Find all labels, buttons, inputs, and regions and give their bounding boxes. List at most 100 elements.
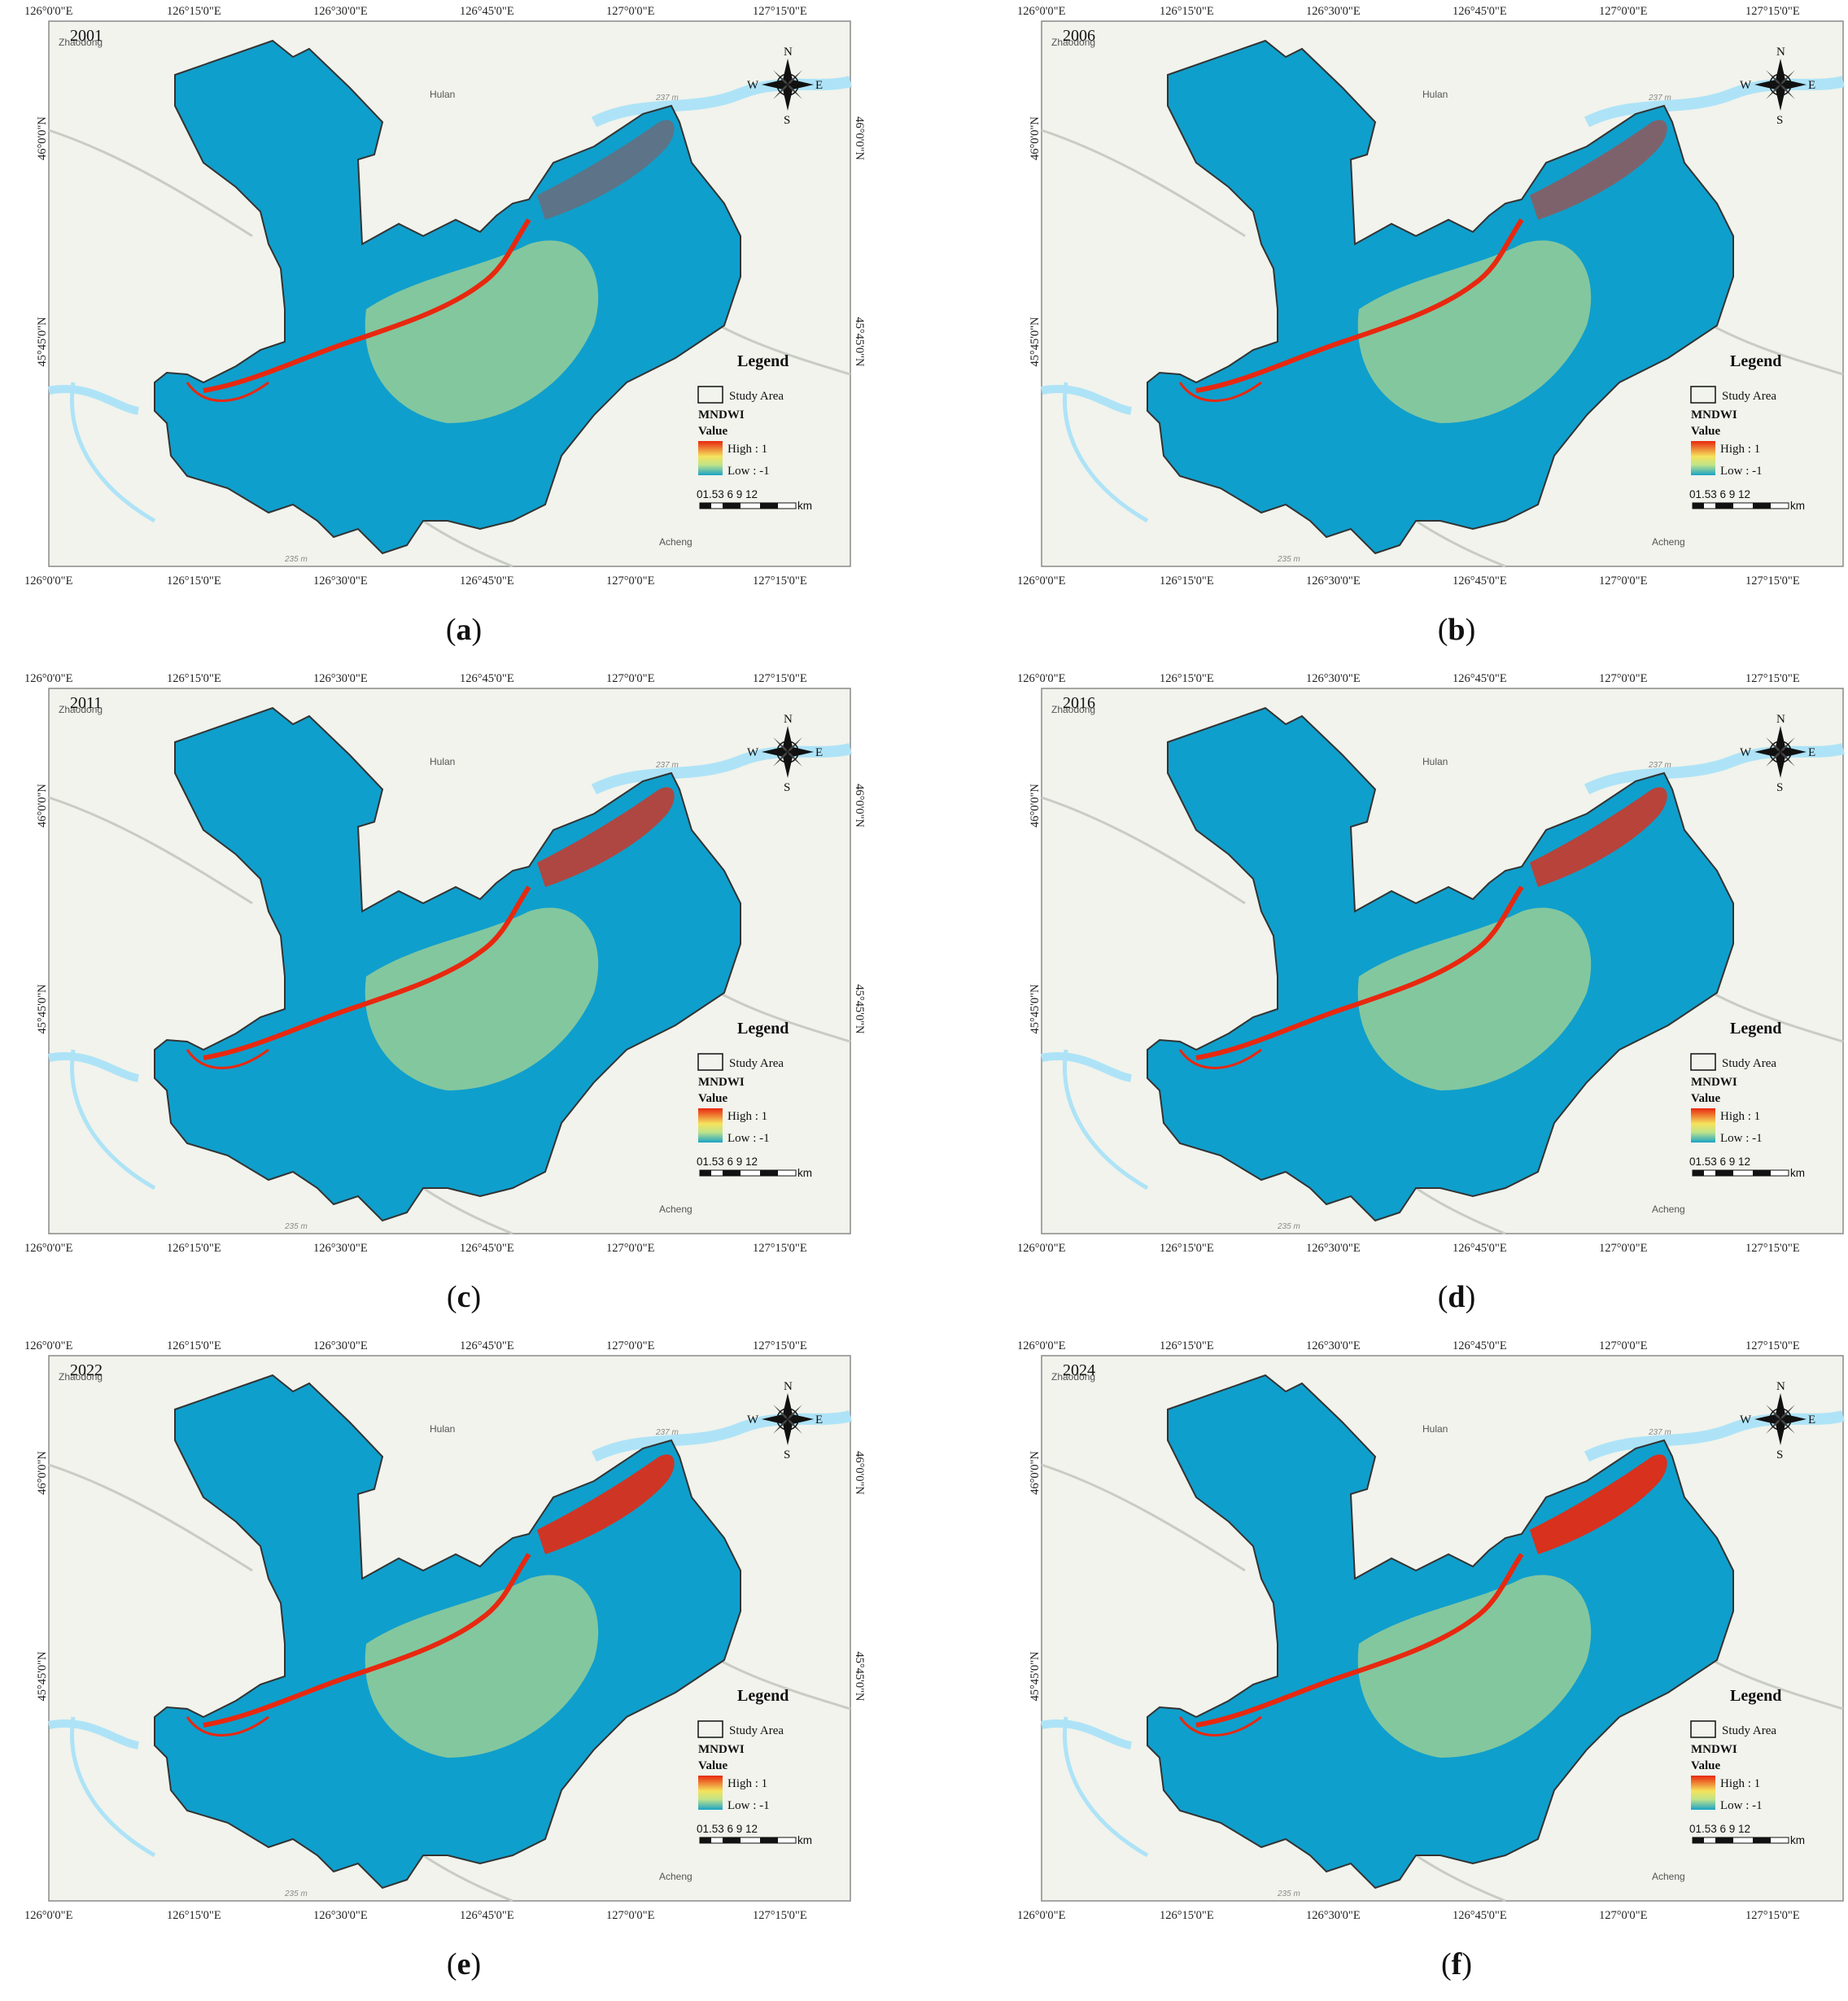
place-acheng: Acheng xyxy=(659,1204,692,1215)
elevation-label: 235 m xyxy=(284,555,308,564)
lat-tick: 45°45'0"N xyxy=(1846,1651,1848,1702)
legend-low: Low : -1 xyxy=(727,465,770,478)
lon-tick: 126°30'0"E xyxy=(1306,5,1361,18)
panel-caption: (b) xyxy=(1437,613,1476,647)
mndwi-color-ramp xyxy=(1691,441,1715,475)
compass-w: W xyxy=(1740,1413,1752,1426)
lon-tick: 126°45'0"E xyxy=(460,5,514,18)
songhua-river xyxy=(203,218,531,393)
legend-study-area: Study Area xyxy=(729,1724,784,1737)
place-zhaodong: Zhaodong xyxy=(59,37,103,48)
compass-e: E xyxy=(815,79,823,92)
lon-tick: 127°15'0"E xyxy=(753,1909,807,1922)
legend: Legend Study Area MNDWI Value High : 1 L… xyxy=(697,1020,789,1145)
lon-tick: 126°15'0"E xyxy=(1160,672,1214,685)
compass-s: S xyxy=(1776,114,1783,127)
legend-layer: MNDWI xyxy=(1691,1076,1737,1089)
lat-tick: 46°0'0"N xyxy=(853,116,866,160)
legend-value: Value xyxy=(698,1759,727,1772)
lat-tick: 46°0'0"N xyxy=(1029,116,1042,160)
lon-tick: 126°45'0"E xyxy=(1453,1242,1507,1255)
place-acheng: Acheng xyxy=(1652,536,1685,548)
compass-w: W xyxy=(1740,746,1752,759)
songhua-river xyxy=(203,1553,531,1728)
lon-tick: 127°15'0"E xyxy=(1745,575,1800,588)
study-area xyxy=(154,1374,741,1890)
lat-tick: 46°0'0"N xyxy=(853,1451,866,1495)
compass-n: N xyxy=(1776,1380,1785,1393)
legend-value: Value xyxy=(698,1092,727,1105)
songhua-river xyxy=(1195,885,1524,1060)
legend-study-area: Study Area xyxy=(1722,390,1776,403)
legend-title: Legend xyxy=(1730,1687,1781,1705)
lon-tick: 127°0'0"E xyxy=(1599,1242,1648,1255)
legend-value: Value xyxy=(1691,1759,1720,1772)
legend-value: Value xyxy=(698,425,727,438)
river-branch xyxy=(1178,1048,1262,1069)
lon-tick: 127°15'0"E xyxy=(753,5,807,18)
scale-bar: 01.53 6 9 12 km xyxy=(1689,488,1805,512)
lon-tick: 126°15'0"E xyxy=(167,1909,221,1922)
elevation-label: 235 m xyxy=(284,1890,308,1898)
songhua-river xyxy=(1195,218,1524,393)
lon-ticks-bottom: 126°0'0"E 126°15'0"E 126°30'0"E 126°45'0… xyxy=(24,575,807,588)
elevation-label: 235 m xyxy=(284,1222,308,1231)
panel-year: 2016 xyxy=(1063,694,1095,712)
basemap-river xyxy=(1584,743,1845,795)
lat-tick: 45°45'0"N xyxy=(1029,317,1042,367)
compass-n: N xyxy=(1776,713,1785,726)
lat-tick: 45°45'0"N xyxy=(1846,317,1848,367)
elevation-label: 235 m xyxy=(1277,555,1300,564)
lon-tick: 126°30'0"E xyxy=(313,1242,368,1255)
compass-rose-icon: N S E W xyxy=(747,713,823,794)
lon-tick: 127°15'0"E xyxy=(753,1242,807,1255)
lat-tick: 45°45'0"N xyxy=(36,317,49,367)
compass-n: N xyxy=(784,1380,793,1393)
mndwi-color-ramp xyxy=(698,1108,723,1142)
place-hulan: Hulan xyxy=(430,756,455,767)
compass-s: S xyxy=(1776,1448,1783,1461)
lat-tick: 46°0'0"N xyxy=(1846,784,1848,828)
basemap-river xyxy=(591,76,852,128)
wetland-zone xyxy=(1530,1454,1667,1554)
lon-tick: 126°45'0"E xyxy=(460,1242,514,1255)
mndwi-map: 126°0'0"E 126°15'0"E 126°30'0"E 126°45'0… xyxy=(24,672,866,1255)
study-area xyxy=(1147,39,1734,555)
panel-year: 2001 xyxy=(70,27,103,45)
lat-tick: 45°45'0"N xyxy=(853,1651,866,1702)
elevation-label: 237 m xyxy=(1648,94,1671,103)
compass-n: N xyxy=(1776,46,1785,59)
basemap-road xyxy=(48,796,253,905)
lat-tick: 45°45'0"N xyxy=(36,984,49,1034)
legend-high: High : 1 xyxy=(1720,1110,1760,1123)
lon-tick: 126°0'0"E xyxy=(1017,1339,1066,1352)
wetland-zone xyxy=(537,787,675,887)
mndwi-map: 126°0'0"E 126°15'0"E 126°30'0"E 126°45'0… xyxy=(24,5,866,588)
study-area xyxy=(154,39,741,555)
legend: Legend Study Area MNDWI Value High : 1 L… xyxy=(1690,352,1781,478)
elevation-label: 237 m xyxy=(1648,761,1671,770)
scale-unit: km xyxy=(797,1834,812,1846)
lon-tick: 126°0'0"E xyxy=(24,1339,73,1352)
lon-tick: 126°0'0"E xyxy=(1017,1242,1066,1255)
legend-low: Low : -1 xyxy=(1720,1799,1763,1812)
lon-tick: 126°15'0"E xyxy=(1160,1339,1214,1352)
basemap xyxy=(48,76,852,568)
lon-tick: 127°15'0"E xyxy=(1745,1909,1800,1922)
legend-low: Low : -1 xyxy=(727,1132,770,1145)
place-zhaodong: Zhaodong xyxy=(1051,37,1095,48)
lat-tick: 46°0'0"N xyxy=(1846,116,1848,160)
legend-title: Legend xyxy=(1730,352,1781,370)
lon-tick: 126°45'0"E xyxy=(460,672,514,685)
lon-tick: 126°0'0"E xyxy=(24,575,73,588)
lon-ticks-top: 126°0'0"E 126°15'0"E 126°30'0"E 126°45'0… xyxy=(24,672,807,685)
legend: Legend Study Area MNDWI Value High : 1 L… xyxy=(697,352,789,478)
legend-layer: MNDWI xyxy=(1691,409,1737,422)
basemap xyxy=(1041,76,1845,568)
basemap-road xyxy=(422,1854,513,1903)
lon-tick: 126°30'0"E xyxy=(313,5,368,18)
elevation-label: 237 m xyxy=(655,761,679,770)
basemap xyxy=(1041,743,1845,1235)
compass-rose-icon: N S E W xyxy=(1740,713,1815,794)
urban-zone xyxy=(365,1575,599,1758)
